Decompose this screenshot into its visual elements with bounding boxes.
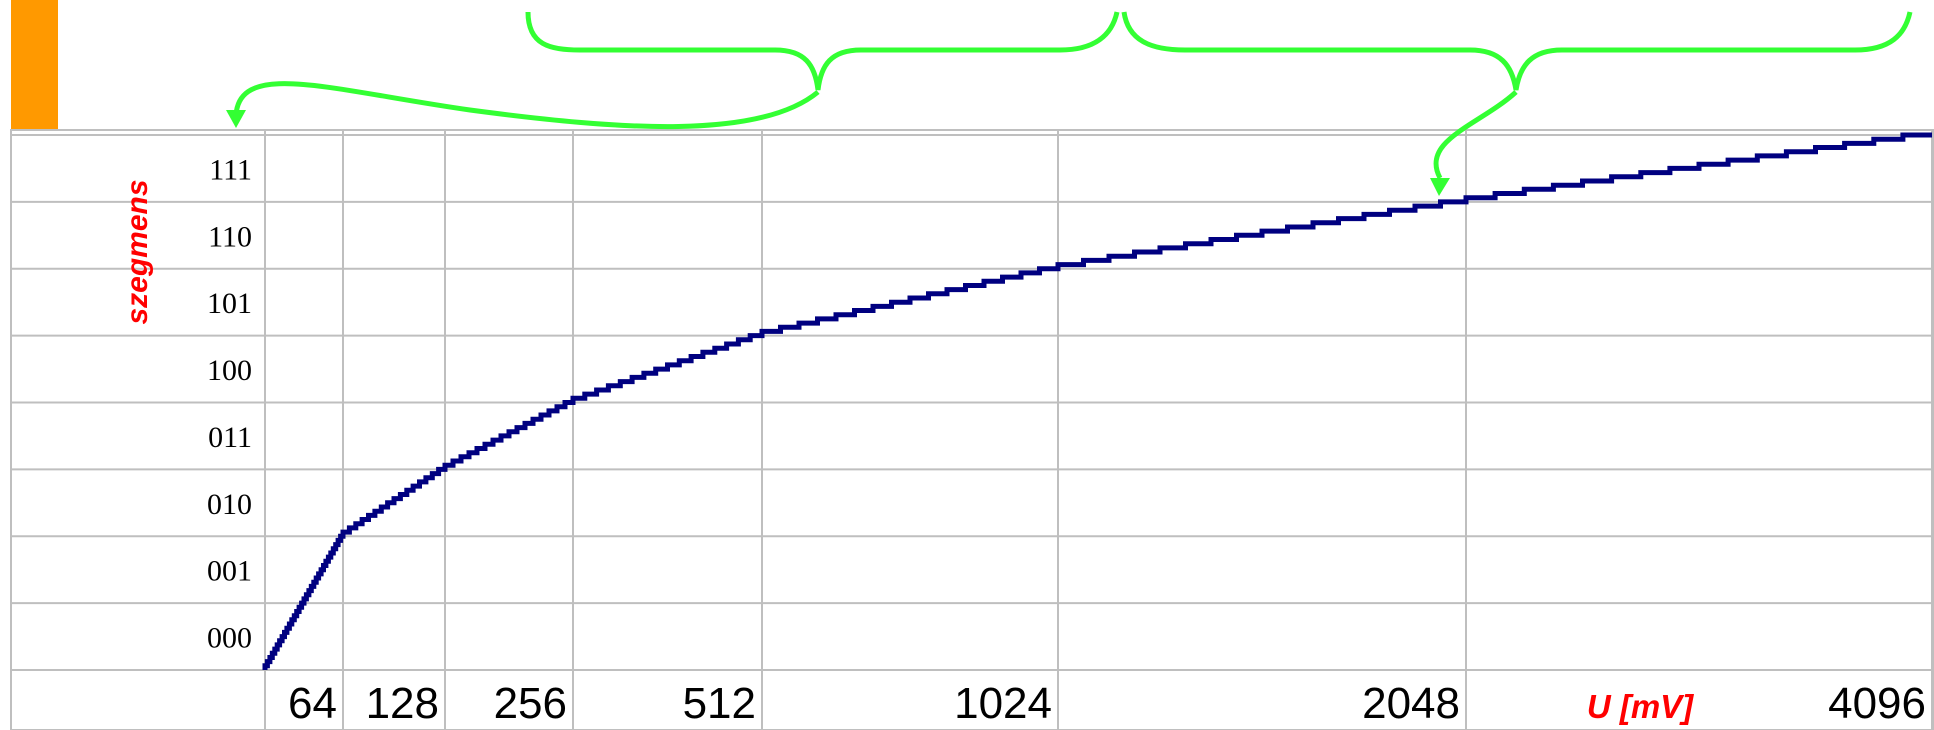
y-tick-label: 000 [207,622,252,655]
y-tick-label: 001 [207,555,252,588]
y-tick-label: 111 [209,153,252,186]
x-tick-label: 128 [366,679,439,728]
y-tick-label: 100 [207,354,252,387]
x-tick-labels: 64 128 256 512 1024 2048 4096 [288,679,1926,728]
brace-left [525,11,1120,91]
arrowhead-right [1430,178,1450,196]
x-tick-label: 2048 [1362,679,1460,728]
x-tick-label: 512 [683,679,756,728]
arrow-curve-right [1433,90,1518,180]
arrow-curve-left [233,81,820,130]
mu-law-curve [262,132,1932,670]
x-tick-label: 256 [494,679,567,728]
y-tick-label: 011 [208,421,252,454]
x-axis-title: U [mV] [1587,688,1694,725]
y-tick-label: 010 [207,488,252,521]
x-tick-label: 64 [288,679,337,728]
arrowhead-left [226,110,246,128]
brace-right [1121,11,1913,91]
plot-frame [10,129,1934,730]
accent-bar [11,0,58,130]
y-tick-label: 110 [208,220,252,253]
y-tick-label: 101 [207,287,252,320]
annotation-braces [226,11,1913,196]
gridlines [11,130,1934,730]
x-tick-label: 4096 [1828,679,1926,728]
series-line [262,132,1932,670]
y-tick-labels: 000 001 010 011 100 101 110 111 [207,153,252,654]
x-tick-label: 1024 [954,679,1052,728]
y-axis-title: szegmens [121,179,154,324]
